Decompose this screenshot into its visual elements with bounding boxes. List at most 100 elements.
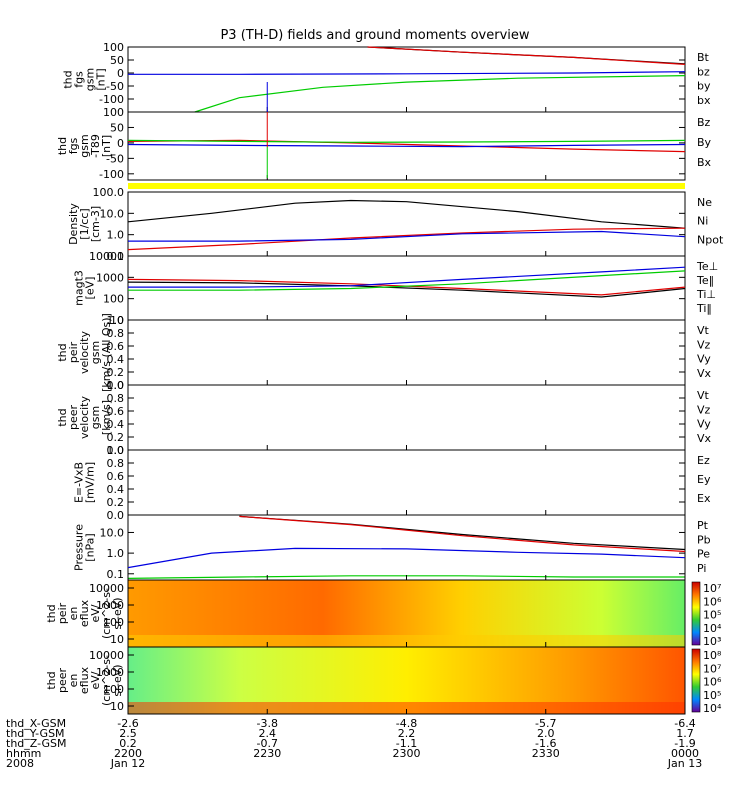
- series-line-Npot: [128, 230, 686, 242]
- y-tick-label: 10.0: [100, 526, 125, 539]
- y-tick-label: 0.2: [107, 431, 125, 444]
- y-tick-label: -100: [99, 168, 124, 181]
- figure-title-holder: P3 (TH-D) fields and ground moments over…: [0, 0, 750, 43]
- panel-frame: [127, 319, 686, 386]
- series-line-Bx: [127, 143, 686, 148]
- y-axis-label: [nT]: [100, 135, 113, 157]
- y-axis-label: peir: [67, 341, 80, 363]
- legend-entry: Pt: [697, 519, 709, 532]
- y-axis-label: eV/: [89, 671, 102, 689]
- y-tick-label: 0.8: [107, 327, 125, 340]
- legend-entry: Vy: [697, 418, 711, 431]
- x-tick-label: -4.8: [396, 717, 417, 730]
- y-axis-label: en: [67, 674, 80, 688]
- y-tick-label: -100: [99, 93, 124, 106]
- y-axis-label: -T89: [89, 134, 102, 158]
- y-tick-label: 0.1: [107, 250, 125, 263]
- y-tick-label: 100: [103, 293, 124, 306]
- colorbar-tick-label: 10⁴: [703, 702, 722, 715]
- colorbar-tick-label: 10⁸: [703, 649, 722, 662]
- y-axis-label: eflux: [78, 666, 91, 694]
- x-tick-label: 2.4: [259, 727, 277, 740]
- series-line-Pi: [127, 547, 686, 569]
- y-axis-label: en: [67, 607, 80, 621]
- y-axis-label: gsm: [89, 406, 102, 429]
- y-axis-label: Pressure: [73, 524, 86, 571]
- y-tick-label: 0.2: [107, 496, 125, 509]
- y-tick-label: 0.8: [107, 457, 125, 470]
- x-tick-label: 2.5: [119, 727, 137, 740]
- x-tick-label: -1.9: [674, 737, 695, 750]
- legend-entry: Bt: [697, 51, 710, 64]
- x-tick-label: -6.4: [674, 717, 695, 730]
- y-tick-label: 100: [103, 41, 124, 54]
- x-row-label: hhmm: [6, 747, 41, 760]
- x-tick-label: Jan 12: [110, 757, 145, 770]
- y-tick-label: 1000: [96, 599, 124, 612]
- y-tick-label: 0.6: [107, 470, 125, 483]
- y-axis-label: fgs: [67, 137, 80, 154]
- legend-entry: bx: [697, 94, 711, 107]
- y-axis-label: thd: [56, 408, 69, 426]
- x-row-label: thd_Z-GSM: [6, 737, 66, 750]
- series-line-Ni: [127, 199, 686, 229]
- colorbar-tick-label: 10⁷: [703, 662, 721, 675]
- legend-entry: bz: [697, 65, 710, 78]
- y-tick-label: -50: [106, 152, 124, 165]
- y-tick-label: 1.0: [107, 229, 125, 242]
- x-tick-label: 2.2: [398, 727, 416, 740]
- y-axis-label: Density: [67, 203, 80, 245]
- y-axis-label: thd: [45, 604, 58, 622]
- legend-entry: Ni: [697, 215, 708, 228]
- colorbar-tick-label: 10⁵: [703, 609, 721, 622]
- flag-bar: [128, 183, 685, 189]
- legend-entry: Bx: [697, 156, 712, 169]
- y-axis-label: thd: [62, 70, 75, 88]
- y-axis-label: fgs: [73, 71, 86, 88]
- y-tick-label: 0.0: [107, 379, 125, 392]
- colorbar-tick-label: 10⁵: [703, 689, 721, 702]
- legend-entry: Bz: [697, 116, 711, 129]
- y-tick-label: 100.0: [93, 186, 125, 199]
- y-axis-label: peer: [67, 405, 80, 431]
- x-tick-label: -3.8: [257, 717, 278, 730]
- y-tick-label: 10000: [89, 649, 124, 662]
- y-tick-label: 0: [117, 67, 124, 80]
- legend-entry: Vy: [697, 353, 711, 366]
- y-axis-label: peer: [56, 668, 69, 694]
- legend-entry: by: [697, 80, 711, 93]
- y-axis-label: [1/cc]: [78, 208, 91, 239]
- legend-entry: Ez: [697, 454, 710, 467]
- legend-entry: Vz: [697, 338, 711, 351]
- series-line-Bz: [127, 139, 686, 153]
- legend-entry: Pi: [697, 562, 706, 575]
- y-tick-label: 10.0: [100, 207, 125, 220]
- colorbar-tick-label: 10³: [703, 635, 721, 648]
- y-axis-label: [km/s (All Qs)]: [100, 313, 113, 392]
- y-axis-label: gsm: [84, 68, 97, 91]
- y-tick-label: 100: [103, 106, 124, 119]
- y-tick-label: 1000: [96, 271, 124, 284]
- y-tick-label: -50: [106, 80, 124, 93]
- y-tick-label: 100: [103, 616, 124, 629]
- y-axis-label: [mV/m]: [84, 462, 97, 503]
- y-axis-label: [eV]: [84, 277, 97, 300]
- y-axis-label: [cm-3]: [89, 206, 102, 242]
- x-tick-label: -2.6: [117, 717, 138, 730]
- x-tick-label: 2200: [114, 747, 142, 760]
- y-axis-label: gsm: [78, 134, 91, 157]
- x-row-label: 2008: [6, 757, 34, 770]
- y-axis-label: eV/: [89, 604, 102, 622]
- y-axis-label: sr-eV): [111, 597, 124, 629]
- y-axis-label: gsm: [89, 341, 102, 364]
- legend-entry: Ti‖: [696, 302, 712, 315]
- y-axis-label: [km/s]: [100, 400, 113, 435]
- legend-entry: Pb: [697, 533, 711, 546]
- y-axis-label: thd: [56, 343, 69, 361]
- colorbar-tick-label: 10⁷: [703, 582, 721, 595]
- colorbar-tick-label: 10⁶: [703, 676, 722, 689]
- series-line-By: [127, 139, 686, 143]
- legend-entry: Te‖: [696, 274, 714, 287]
- y-tick-label: 0.6: [107, 340, 125, 353]
